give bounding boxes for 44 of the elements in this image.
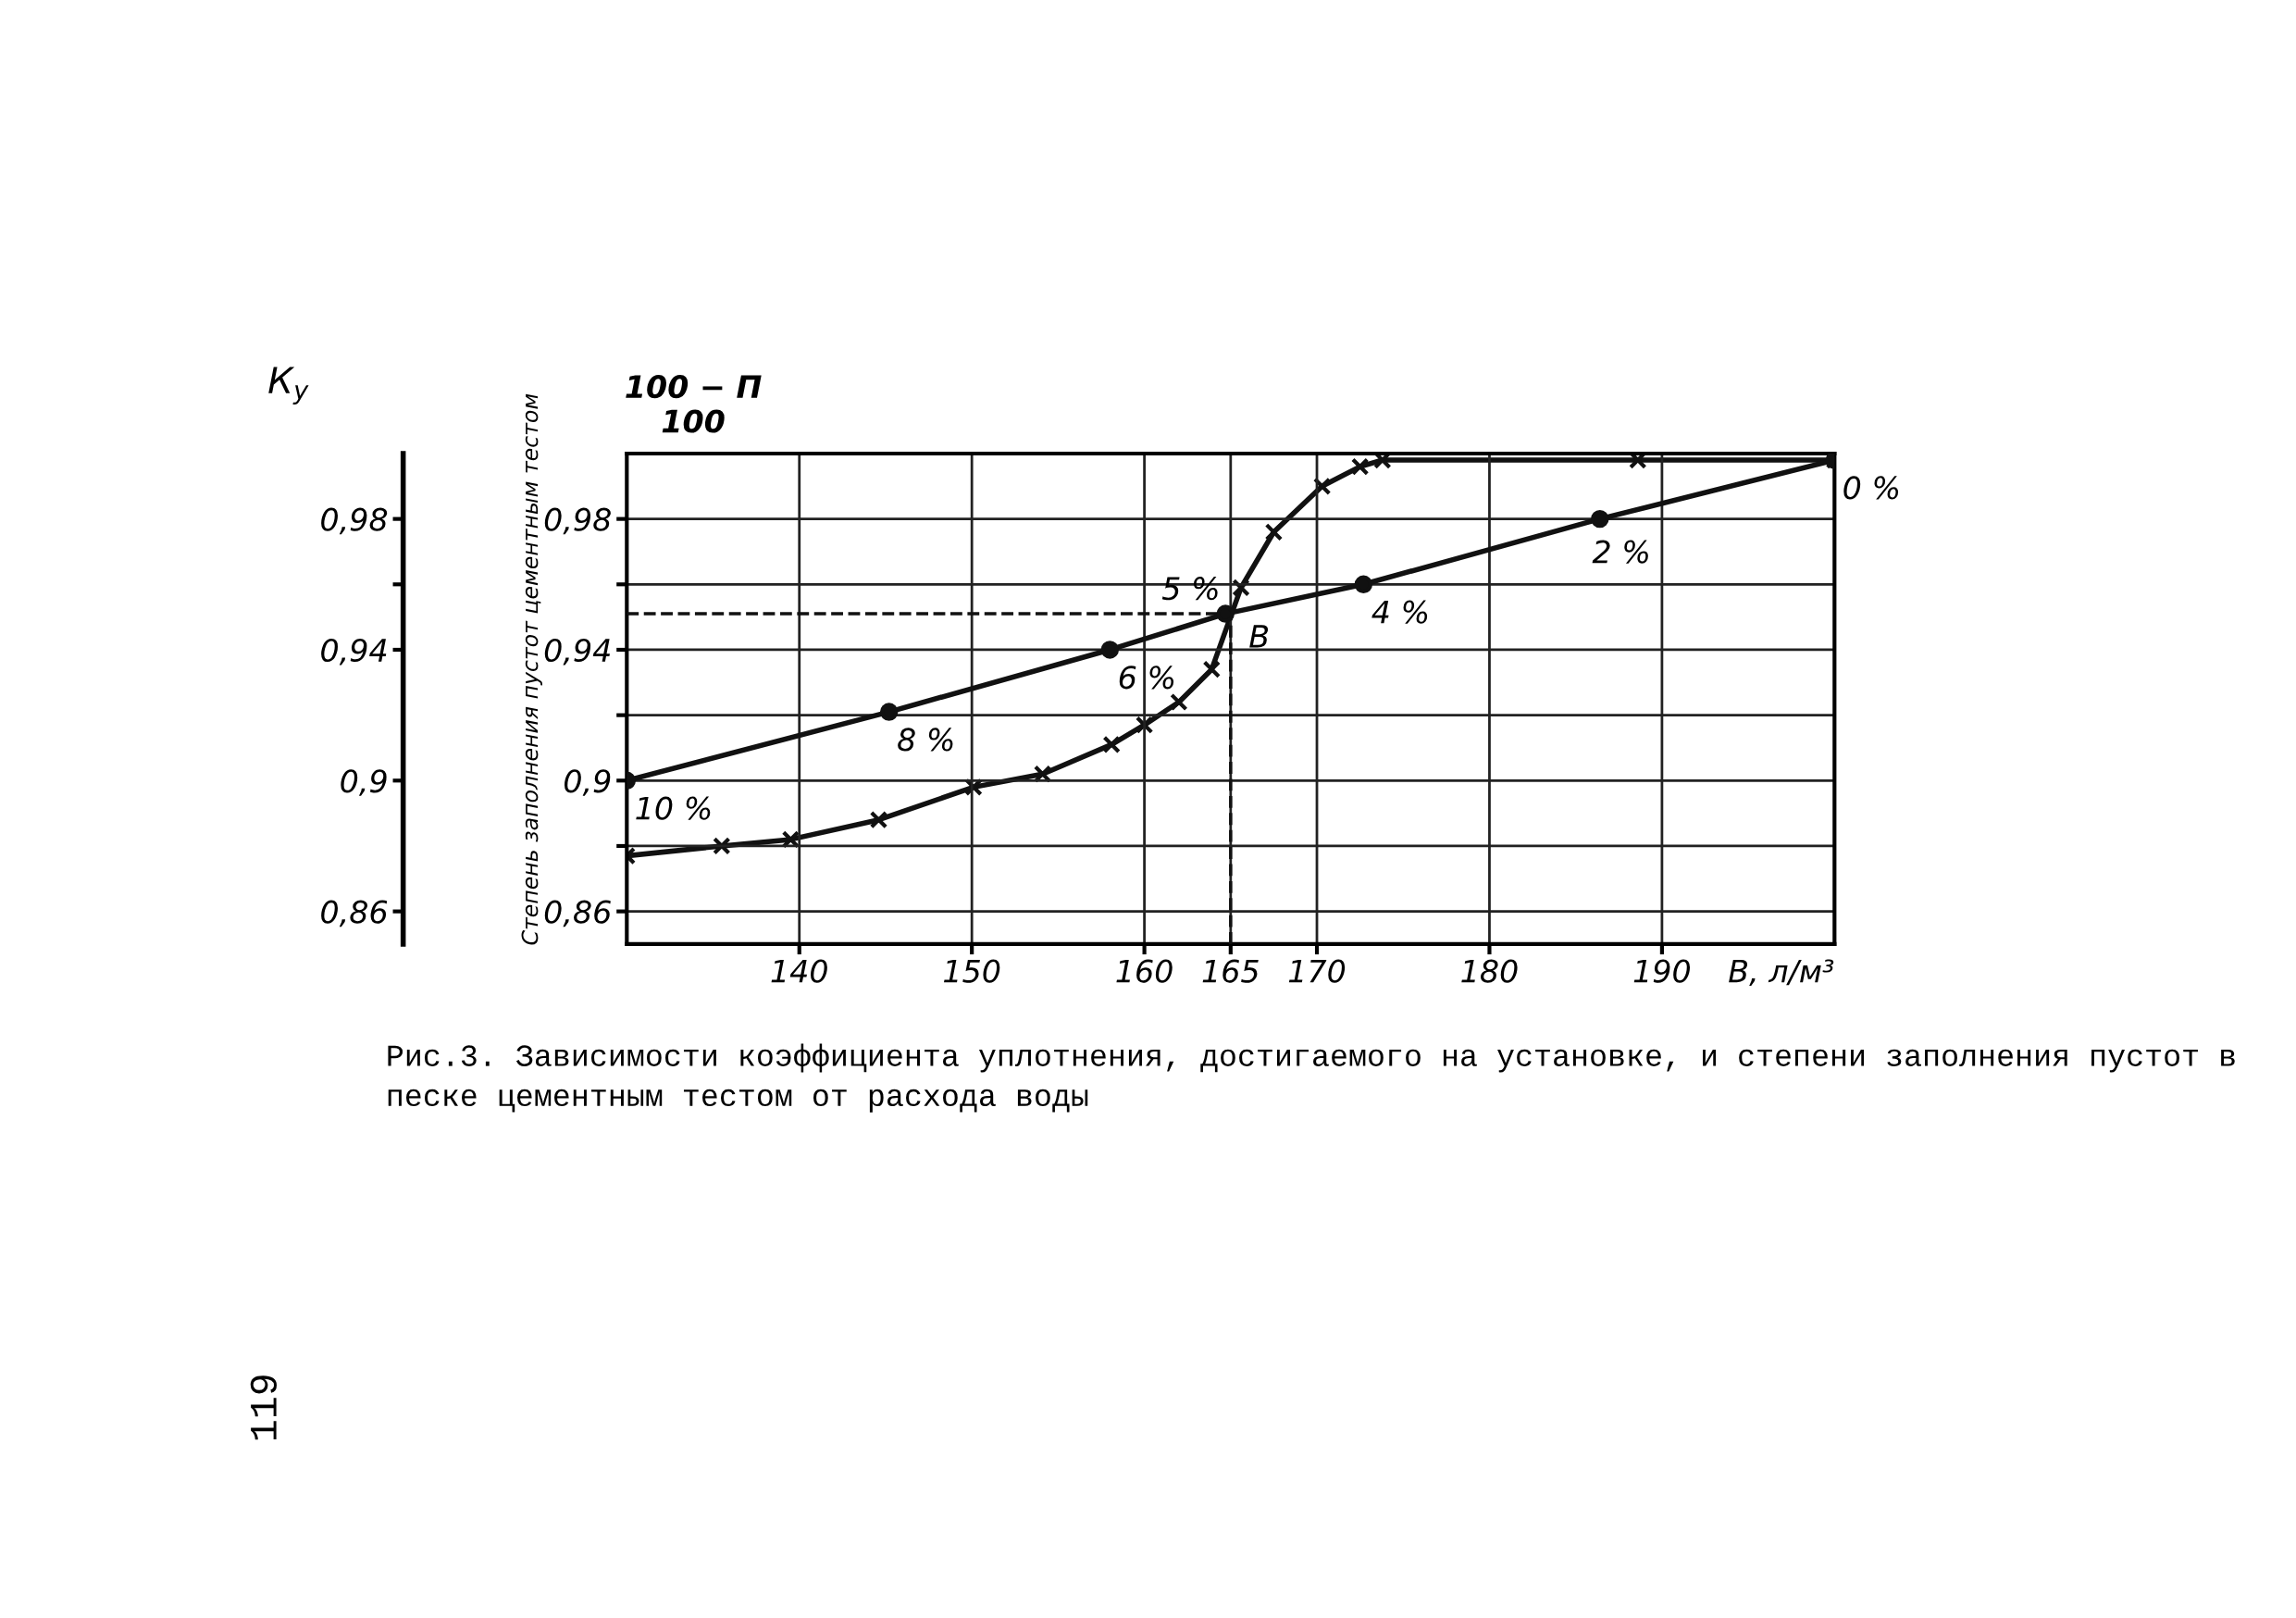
x-tick-label: 170 <box>1288 959 1346 983</box>
annotation: 2 % <box>1592 540 1648 564</box>
point <box>869 810 888 829</box>
annotation: В <box>1249 625 1269 648</box>
y2-tick-label: 0,98 <box>321 507 388 535</box>
point <box>1629 453 1647 469</box>
y2-axis-title: К$_{у}$ <box>268 367 309 404</box>
x-tick-label: 160 <box>1116 959 1173 983</box>
text: 100 − П 100 <box>626 375 762 433</box>
point <box>1350 457 1370 476</box>
annotation: 8 % <box>898 728 953 752</box>
y-tick-label: 0,86 <box>544 900 611 927</box>
point <box>781 830 800 849</box>
y2-tick-label: 0,86 <box>321 900 388 927</box>
point <box>1264 523 1284 541</box>
x-tick-label: 190 <box>1633 959 1691 983</box>
text: Рис.3. Зависимости коэффициента уплотнения, достигаемого на установке, и степени заполнения пустот в песке цементным тестом от расхода воды <box>388 1043 2235 1113</box>
y-axis-title: Степень заполнения пустот цементным тестом <box>521 393 542 945</box>
x-tick-label: 140 <box>771 959 827 983</box>
x-tick-label: 150 <box>943 959 1000 983</box>
point <box>1170 692 1188 712</box>
point <box>1232 579 1250 597</box>
point <box>1216 604 1235 623</box>
annotation: 4 % <box>1371 600 1428 624</box>
text: 119 <box>250 1375 277 1440</box>
point <box>1354 575 1373 594</box>
annotation: 0 % <box>1843 476 1899 500</box>
y2-tick-label: 0,94 <box>321 638 387 666</box>
y-tick-label: 0,94 <box>544 638 610 666</box>
point <box>1373 453 1392 469</box>
point <box>713 837 731 855</box>
y-tick-label: 0,98 <box>544 507 611 535</box>
y-tick-label: 0,9 <box>564 769 611 796</box>
annotation: 6 % <box>1119 666 1174 690</box>
annotation: 10 % <box>636 796 711 820</box>
point <box>1100 641 1120 659</box>
x-tick-label: 165 <box>1202 959 1259 983</box>
point <box>1135 716 1154 734</box>
point <box>1102 735 1121 754</box>
y2-tick-label: 0,9 <box>341 769 387 796</box>
point <box>1312 477 1332 496</box>
point <box>1202 660 1222 678</box>
x-tick-label: 180 <box>1461 959 1518 983</box>
x-axis-title: В, л/м³ <box>1729 959 1834 987</box>
